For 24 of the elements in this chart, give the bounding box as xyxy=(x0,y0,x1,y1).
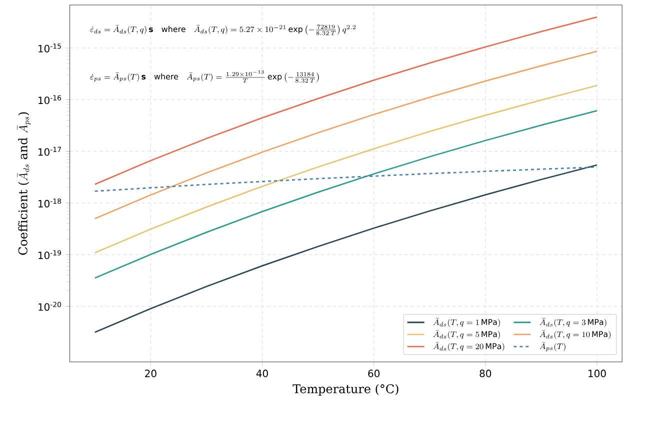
x-tick-label: 100 xyxy=(588,370,606,378)
y-tick-label: 10$^{-18}$ xyxy=(38,198,62,208)
legend-label: $\bar{A}_{ds}(T, q = 3\,\mathrm{MPa})$ xyxy=(540,318,606,328)
y-tick-label: 10$^{-15}$ xyxy=(38,44,61,53)
line-series xyxy=(94,84,598,254)
line-series xyxy=(94,166,598,192)
legend-label: $\bar{A}_{ps}(T)$ xyxy=(540,342,566,352)
y-axis-title: $\text{Coefficient (}\bar{A}_{ds}\text{ and }\bar{A}_{ps}\text{)}$ xyxy=(17,112,31,255)
annotation: $\dot{\varepsilon}_{ds} = \bar{A}_{ds}(T,q)\,\mathbf{s} \quad \text{where} \quad \bar{A}_{ds}(T,q) = 5.27\times 10^{-21}\exp\left(-\frac{72819}{8.32\,T}\right)q^{2.2}$ xyxy=(90,24,356,36)
y-tick-label: 10$^{-16}$ xyxy=(38,95,62,104)
legend-label: $\bar{A}_{ds}(T, q = 10\,\mathrm{MPa})$ xyxy=(540,330,611,340)
legend-label: $\bar{A}_{ds}(T, q = 20\,\mathrm{MPa})$ xyxy=(433,342,504,352)
line-series xyxy=(94,110,598,279)
x-tick-label: 20 xyxy=(145,370,156,378)
x-tick-label: 80 xyxy=(480,370,492,378)
annotation: $\dot{\varepsilon}_{ps} = \bar{A}_{ps}(T)\,\mathbf{s} \quad \text{where} \quad \bar{A}_{ps}(T) = \frac{1.29\times 10^{-13}}{T}\exp\left(-\frac{13184}{8.32\,T}\right)$ xyxy=(90,70,319,83)
legend-label: $\bar{A}_{ds}(T, q = 1\,\mathrm{MPa})$ xyxy=(433,318,500,328)
legend-label: $\bar{A}_{ds}(T, q = 5\,\mathrm{MPa})$ xyxy=(433,330,500,340)
x-tick-label: 40 xyxy=(256,370,268,378)
y-tick-label: 10$^{-20}$ xyxy=(38,302,62,311)
y-tick-label: 10$^{-17}$ xyxy=(38,147,61,156)
x-tick-label: 60 xyxy=(368,370,380,378)
x-axis-title: Temperature (°C) xyxy=(292,384,398,396)
y-tick-label: 10$^{-19}$ xyxy=(38,250,62,260)
